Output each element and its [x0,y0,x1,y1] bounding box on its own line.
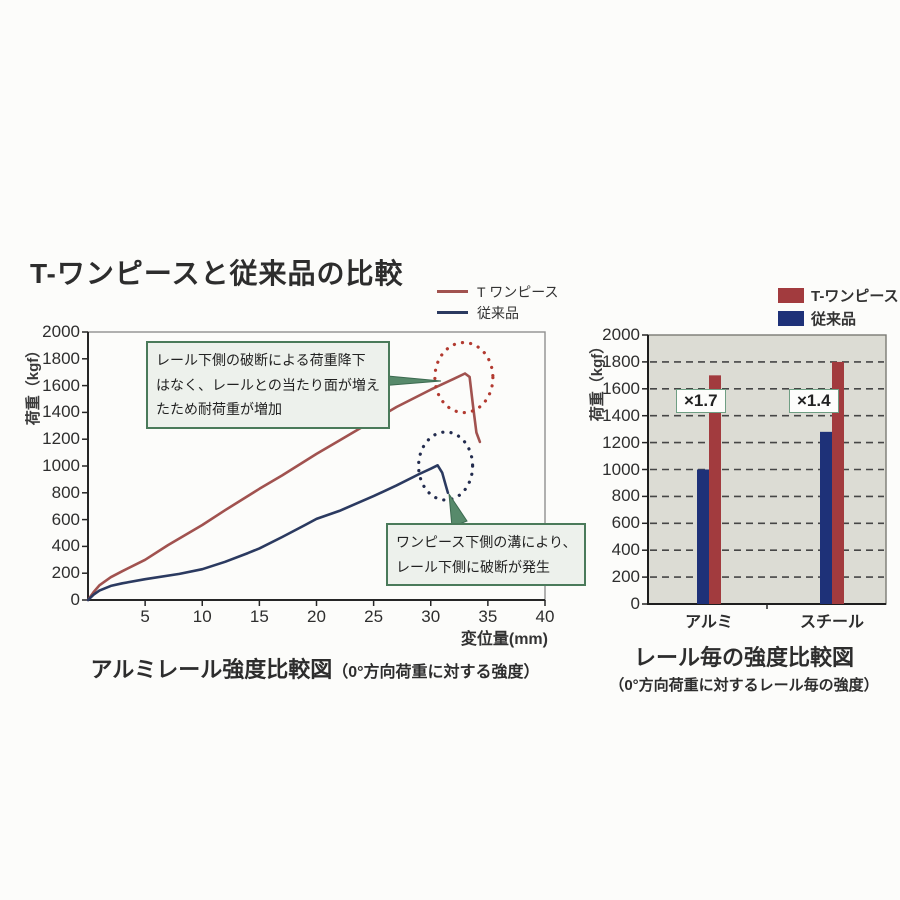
left-x-tick-label: 40 [535,607,555,626]
left-y-tick-label: 1200 [42,429,80,449]
annotation-line: ワンピース下側の溝により、 [396,534,577,550]
bar-conventional-1 [820,431,832,604]
left-x-tick-label: 30 [421,607,441,626]
left-y-tick-label: 1400 [42,402,80,422]
left-caption-main: アルミレール強度比較図 [90,657,333,682]
right-y-tick-label: 1800 [602,351,640,371]
legend-item-t-onepiece: T-ワンピース [778,284,899,307]
right-y-tick-label: 400 [611,540,640,560]
red-dotted-peak-circle [433,340,495,415]
ratio-label-aluminum: ×1.7 [676,389,726,413]
left-y-tick-label: 1800 [42,348,80,368]
legend-item-t-onepiece: T ワンピース [437,281,559,302]
red-square-swatch [778,288,804,303]
right-y-tick-label: 2000 [602,325,640,344]
left-chart-caption: アルミレール強度比較図（0°方向荷重に対する強度） [85,652,545,684]
right-y-tick-label: 1400 [602,405,640,425]
annotation-line: レール下側に破断が発生 [396,558,550,575]
category-label-aluminum: アルミ [685,614,733,631]
legend-item-conventional: 従来品 [437,302,559,323]
right-y-tick-label: 800 [611,486,640,506]
right-y-tick-label: 1000 [602,459,640,479]
annotation-line: はなく、レールとの当たり面が増え [156,376,380,393]
left-caption-sub: （0°方向荷重に対する強度） [332,664,540,681]
red-line-swatch [437,290,468,293]
legend-label-conventional: 従来品 [477,304,519,321]
bar-t-onepiece-0 [709,375,721,604]
blue-line-swatch [437,311,468,314]
left-x-tick-label: 5 [140,607,150,626]
blue-square-swatch [778,311,804,326]
bar-t-onepiece-1 [832,361,844,604]
annotation-box-onepiece-strength: レール下側の破断による荷重降下 はなく、レールとの当たり面が増え たため耐荷重が… [146,341,390,429]
annotation-line: レール下側の破断による荷重降下 [156,352,366,368]
right-chart-legend: T-ワンピース 従来品 [778,284,899,330]
left-y-tick-label: 200 [51,563,80,583]
left-y-tick-label: 1000 [42,456,80,475]
annotation-line: たため耐荷重が増加 [156,401,282,417]
blue-series-curve [86,464,450,602]
left-x-tick-label: 10 [192,607,212,626]
right-y-tick-label: 0 [630,594,640,613]
left-y-tick-label: 600 [51,509,80,529]
bar-conventional-0 [697,469,709,604]
left-x-tick-label: 35 [478,607,498,626]
left-y-tick-label: 1600 [42,375,80,395]
right-chart-caption: レール毎の強度比較図 （0°方向荷重に対するレール毎の強度） [588,640,900,695]
red-series-curve [86,372,482,602]
annotation-box-conventional-failure: ワンピース下側の溝により、 レール下側に破断が発生 [386,523,587,586]
left-y-tick-label: 2000 [42,322,80,341]
legend-label-t-onepiece: T ワンピース [477,283,559,300]
right-y-tick-label: 600 [611,513,640,533]
left-y-tick-label: 400 [51,536,80,556]
left-x-tick-label: 25 [364,607,384,626]
navy-dotted-peak-circle [417,430,475,502]
right-y-tick-label: 1200 [602,432,640,452]
right-caption-sub: （0°方向荷重に対するレール毎の強度） [609,677,879,694]
right-y-tick-label: 200 [611,567,640,587]
left-x-tick-label: 15 [249,607,269,626]
page-title: T-ワンピースと従来品の比較 [30,258,404,289]
legend-item-conventional: 従来品 [778,307,899,330]
right-caption-main: レール毎の強度比較図 [633,645,854,670]
right-y-tick-label: 1600 [602,378,640,398]
left-x-axis-title: 変位量(mm) [460,631,548,648]
legend-label-t-onepiece: T-ワンピース [811,288,899,305]
left-y-tick-label: 800 [51,482,80,502]
left-chart-legend: T ワンピース 従来品 [437,281,559,323]
legend-label-conventional: 従来品 [811,311,857,328]
category-label-steel: スチール [799,614,864,631]
left-y-tick-label: 0 [70,590,80,609]
ratio-label-steel: ×1.4 [789,389,839,413]
left-x-tick-label: 20 [307,607,326,626]
